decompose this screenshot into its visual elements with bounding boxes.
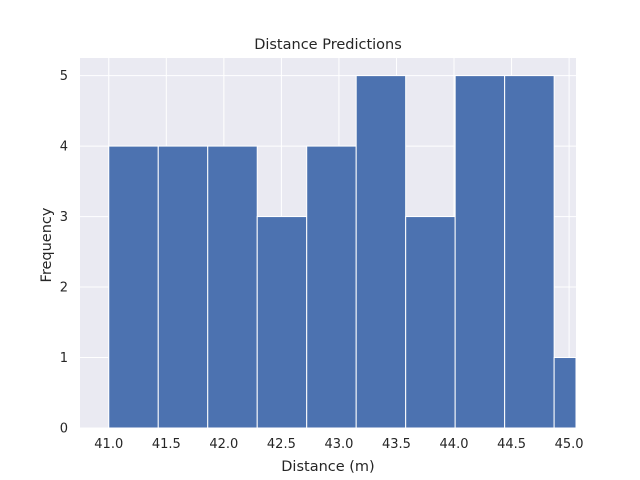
- y-tick-label: 5: [60, 69, 68, 84]
- bars: [108, 75, 577, 429]
- x-axis-label: Distance (m): [281, 459, 374, 475]
- histogram-bar: [207, 145, 258, 429]
- x-tick-label: 41.5: [152, 437, 181, 452]
- histogram-bar: [108, 145, 159, 429]
- x-tick-label: 45.0: [555, 437, 584, 452]
- x-tick-label: 44.5: [497, 437, 526, 452]
- x-tick-label: 44.0: [440, 437, 469, 452]
- x-axis-ticks: 41.0 41.5 42.0 42.5 43.0 43.5 44.0 44.5 45.0: [94, 437, 583, 452]
- y-tick-label: 3: [60, 210, 68, 225]
- histogram-bar: [157, 145, 209, 429]
- histogram-bar: [454, 75, 506, 429]
- x-tick-label: 42.5: [267, 437, 296, 452]
- histogram-bar: [256, 216, 308, 429]
- y-tick-label: 4: [60, 140, 68, 155]
- y-tick-label: 0: [60, 422, 68, 437]
- histogram-bar: [553, 357, 577, 429]
- y-axis-ticks: 0 1 2 3 4 5: [60, 69, 68, 436]
- x-tick-label: 43.5: [382, 437, 411, 452]
- histogram-bar: [306, 145, 357, 429]
- y-tick-label: 2: [60, 281, 68, 296]
- chart-title: Distance Predictions: [254, 37, 402, 53]
- histogram-bar: [355, 75, 407, 429]
- y-axis-label: Frequency: [39, 207, 55, 282]
- histogram-bar: [504, 75, 555, 429]
- x-tick-label: 42.0: [209, 437, 238, 452]
- x-tick-label: 43.0: [324, 437, 353, 452]
- x-tick-label: 41.0: [94, 437, 123, 452]
- histogram-bar: [405, 216, 456, 429]
- y-tick-label: 1: [60, 351, 68, 366]
